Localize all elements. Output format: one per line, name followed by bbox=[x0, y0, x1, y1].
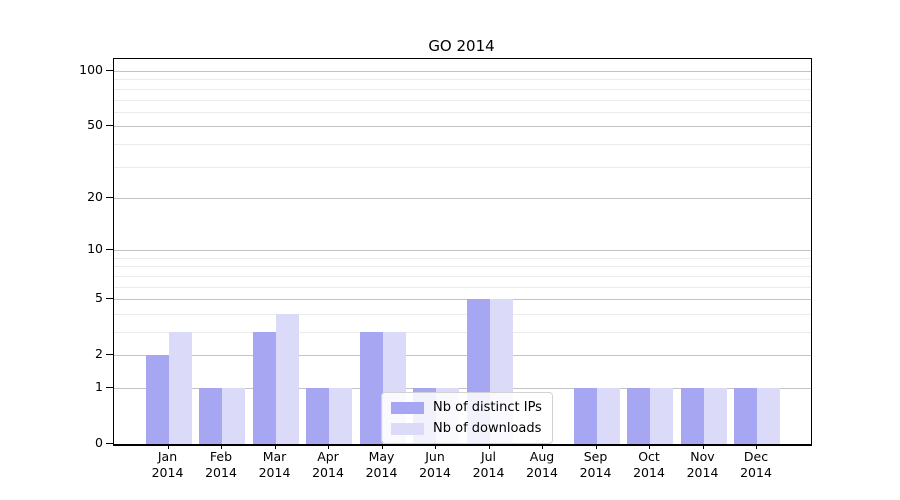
gridline-major bbox=[114, 126, 811, 128]
x-tick bbox=[435, 445, 436, 449]
gridline-minor bbox=[114, 99, 811, 101]
legend-label-downloads: Nb of downloads bbox=[433, 421, 542, 436]
gridline-minor bbox=[114, 88, 811, 90]
bar-downloads bbox=[222, 388, 245, 444]
x-tick-label: Jul 2014 bbox=[472, 449, 505, 480]
bar-downloads bbox=[703, 388, 727, 444]
x-tick bbox=[381, 445, 383, 449]
gridline-major bbox=[114, 250, 811, 252]
x-tick bbox=[542, 445, 543, 449]
bar-downloads bbox=[757, 388, 780, 444]
gridline-minor bbox=[114, 111, 811, 113]
x-tick-label: Oct 2014 bbox=[633, 449, 665, 480]
gridline-minor bbox=[114, 166, 811, 168]
y-tick-label: 10 bbox=[87, 241, 103, 257]
bar-downloads bbox=[650, 388, 673, 444]
legend-item-downloads: Nb of downloads bbox=[391, 420, 542, 437]
gridline-major bbox=[114, 71, 811, 72]
gridline-minor bbox=[114, 332, 811, 333]
bar-distinct-ips bbox=[359, 332, 383, 444]
x-tick-label: Sep 2014 bbox=[579, 449, 612, 480]
plot-area: Nb of distinct IPs Nb of downloads bbox=[113, 58, 812, 446]
gridline-major bbox=[114, 355, 811, 357]
y-tick bbox=[106, 387, 113, 388]
legend-label-distinct-ips: Nb of distinct IPs bbox=[433, 400, 542, 415]
x-tick bbox=[328, 445, 329, 449]
x-tick-label: Dec 2014 bbox=[740, 449, 772, 480]
gridline-minor bbox=[114, 79, 811, 81]
gridline-minor bbox=[114, 143, 811, 145]
gridline-major bbox=[114, 198, 811, 199]
y-tick-label: 20 bbox=[87, 189, 103, 204]
gridline-major bbox=[114, 388, 811, 389]
x-tick bbox=[702, 445, 704, 449]
x-tick bbox=[649, 445, 650, 449]
y-tick-label: 1 bbox=[95, 379, 103, 394]
x-tick bbox=[595, 445, 597, 449]
gridline-minor bbox=[114, 275, 811, 277]
chart-title: GO 2014 bbox=[428, 37, 495, 55]
gridline-minor bbox=[114, 286, 811, 288]
gridline-minor bbox=[114, 266, 811, 268]
bar-distinct-ips bbox=[306, 388, 329, 444]
x-tick-label: Nov 2014 bbox=[686, 449, 719, 480]
bar-distinct-ips bbox=[734, 388, 757, 444]
x-tick bbox=[756, 445, 757, 449]
bar-distinct-ips bbox=[573, 388, 597, 444]
x-tick bbox=[221, 445, 222, 449]
gridline-minor bbox=[114, 313, 811, 315]
y-tick bbox=[106, 298, 113, 300]
y-tick bbox=[106, 125, 113, 127]
y-tick bbox=[106, 249, 113, 251]
y-tick bbox=[106, 197, 113, 198]
y-tick bbox=[106, 70, 113, 71]
y-tick-label: 50 bbox=[87, 117, 103, 133]
x-tick bbox=[274, 445, 276, 449]
y-tick bbox=[106, 354, 113, 356]
legend: Nb of distinct IPs Nb of downloads bbox=[381, 392, 553, 444]
y-tick-label: 2 bbox=[95, 346, 103, 362]
x-tick-label: Jan 2014 bbox=[151, 449, 184, 480]
x-tick-label: Apr 2014 bbox=[312, 449, 344, 480]
y-tick-label: 5 bbox=[95, 290, 103, 306]
bar-downloads bbox=[596, 388, 620, 444]
legend-item-distinct-ips: Nb of distinct IPs bbox=[391, 399, 542, 416]
bar-downloads bbox=[329, 388, 352, 444]
bar-distinct-ips bbox=[680, 388, 704, 444]
bar-downloads bbox=[168, 332, 192, 444]
gridline-major bbox=[114, 299, 811, 301]
x-tick-label: Feb 2014 bbox=[205, 449, 237, 480]
bar-distinct-ips bbox=[627, 388, 650, 444]
x-tick bbox=[167, 445, 169, 449]
bar-downloads bbox=[275, 313, 299, 444]
bar-distinct-ips bbox=[145, 355, 169, 444]
x-tick-label: May 2014 bbox=[365, 449, 398, 480]
x-tick-label: Jun 2014 bbox=[419, 449, 451, 480]
gridline-minor bbox=[114, 257, 811, 259]
x-tick-label: Mar 2014 bbox=[258, 449, 291, 480]
y-tick-label: 0 bbox=[95, 435, 103, 450]
bar-distinct-ips bbox=[252, 332, 276, 444]
legend-swatch-distinct-ips bbox=[391, 401, 424, 414]
bar-distinct-ips bbox=[199, 388, 222, 444]
x-tick-label: Aug 2014 bbox=[526, 449, 558, 480]
y-tick bbox=[106, 443, 113, 444]
legend-swatch-downloads bbox=[391, 422, 424, 435]
x-tick bbox=[488, 445, 490, 449]
y-tick-label: 100 bbox=[79, 62, 103, 77]
